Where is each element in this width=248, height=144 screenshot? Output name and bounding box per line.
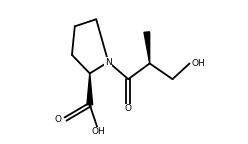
Text: N: N xyxy=(105,57,112,67)
Text: OH: OH xyxy=(92,127,105,136)
Polygon shape xyxy=(87,73,93,105)
Text: O: O xyxy=(125,104,132,113)
Text: OH: OH xyxy=(192,59,206,68)
Polygon shape xyxy=(144,32,150,64)
Text: O: O xyxy=(55,115,62,124)
